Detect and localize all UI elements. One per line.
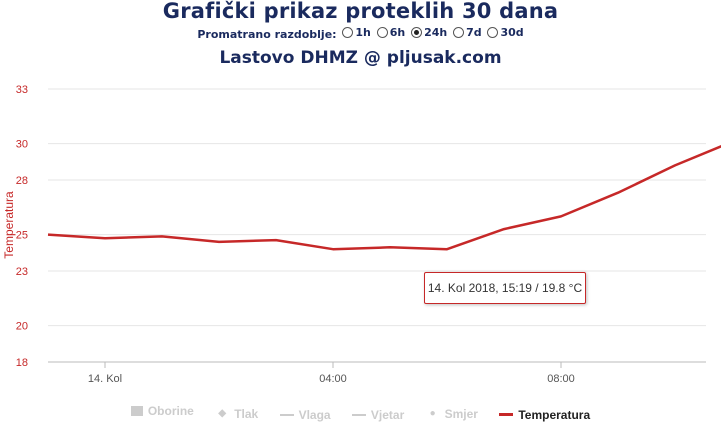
x-tick-label: 14. Kol (88, 373, 122, 385)
legend-line-icon (279, 414, 294, 416)
radio-icon[interactable] (453, 27, 465, 38)
legend-item-vlaga[interactable]: Vlaga (279, 408, 331, 422)
legend-box-icon (130, 406, 143, 416)
legend-item-vjetar[interactable]: Vjetar (351, 408, 404, 422)
period-label: Promatrano razdoblje: (197, 28, 337, 41)
period-selector: Promatrano razdoblje: 1h 6h 24h 7d 30d (0, 26, 721, 41)
x-tick-label: 04:00 (319, 373, 347, 385)
legend-item-smjer[interactable]: ● Smjer (426, 407, 478, 421)
radio-checked-icon[interactable] (411, 27, 423, 38)
temperature-series-line[interactable] (47, 125, 721, 329)
legend-line-icon (499, 413, 514, 416)
chart-legend: Oborine ◆ Tlak Vlaga Vjetar ● Smjer Temper… (0, 404, 721, 422)
legend-item-oborine[interactable]: Oborine (130, 404, 194, 418)
legend-diamond-icon: ◆ (218, 408, 227, 419)
y-tick-label: 30 (16, 139, 28, 151)
legend-dot-icon: ● (429, 408, 436, 419)
radio-icon[interactable] (376, 27, 388, 38)
legend-item-tlak[interactable]: ◆ Tlak (215, 407, 258, 421)
period-option-30d[interactable]: 30d (487, 26, 524, 39)
period-option-7d[interactable]: 7d (453, 26, 482, 39)
y-tick-label: 20 (16, 321, 28, 333)
y-axis-label: Temperatura (2, 191, 16, 259)
y-tick-label: 18 (16, 357, 28, 369)
legend-line-icon (351, 414, 366, 416)
radio-icon[interactable] (342, 27, 354, 38)
y-tick-label: 33 (16, 84, 28, 96)
chart-tooltip: 14. Kol 2018, 15:19 / 19.8 °C (424, 272, 586, 304)
y-tick-label: 28 (16, 175, 28, 187)
x-tick-label: 08:00 (547, 373, 575, 385)
radio-icon[interactable] (487, 27, 499, 38)
period-option-24h[interactable]: 24h (411, 26, 447, 39)
chart-title: Grafički prikaz proteklih 30 dana (162, 0, 559, 23)
legend-item-temperatura[interactable]: Temperatura (499, 408, 590, 422)
period-option-6h[interactable]: 6h (376, 26, 405, 39)
y-tick-label: 23 (16, 266, 28, 278)
y-tick-label: 25 (16, 230, 28, 242)
station-subtitle: Lastovo DHMZ @ pljusak.com (219, 48, 502, 68)
period-option-1h[interactable]: 1h (342, 26, 371, 39)
